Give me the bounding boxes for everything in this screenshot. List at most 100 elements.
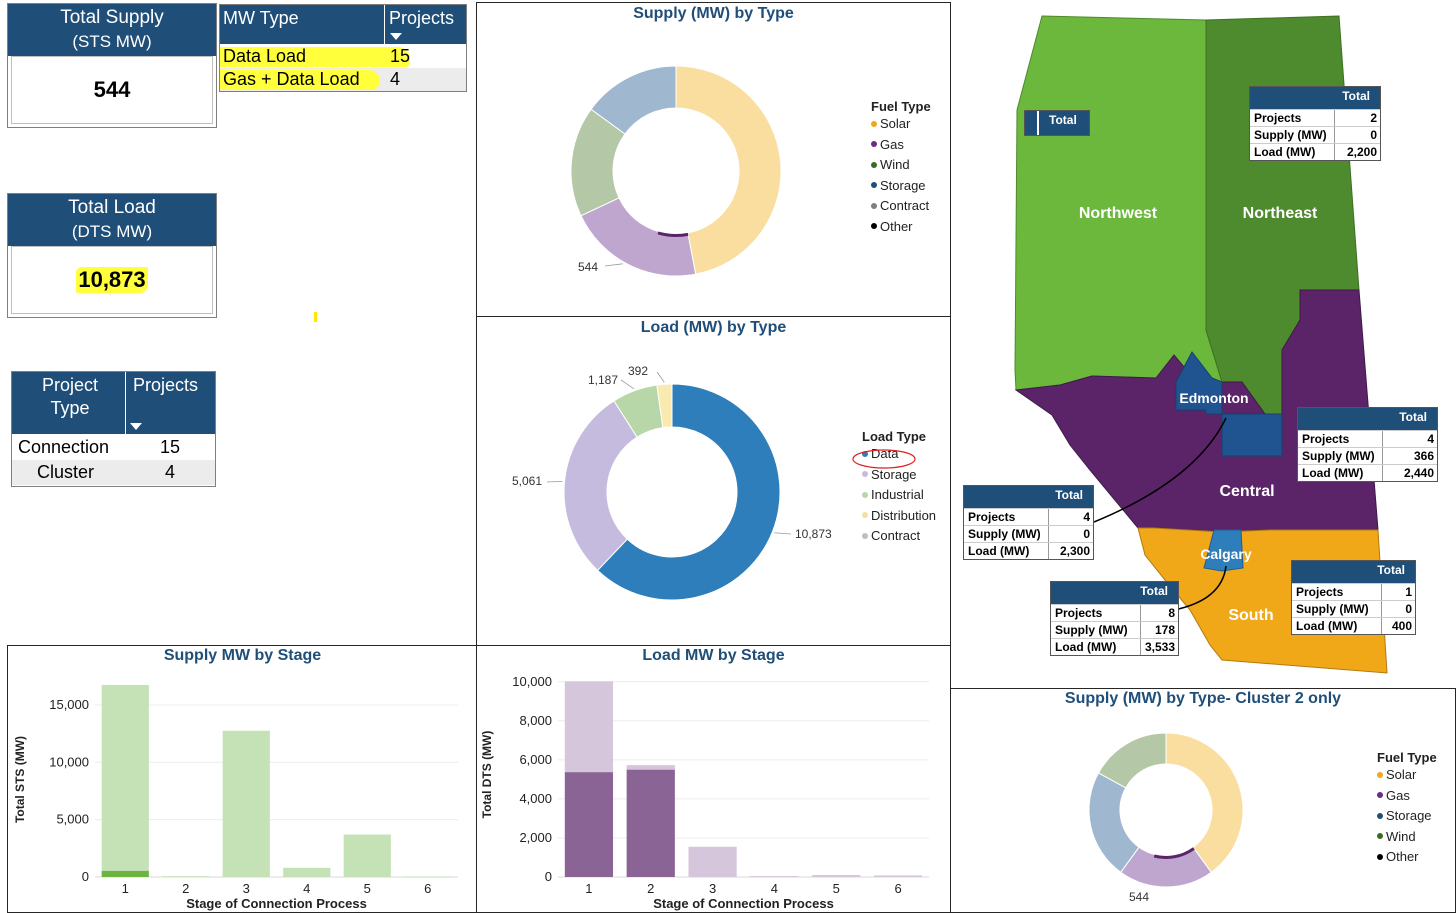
donut-slice-storage[interactable] — [1088, 772, 1140, 873]
bar-stage-4-series-2[interactable] — [283, 867, 331, 877]
table-row[interactable]: Connection 15 — [12, 435, 215, 460]
supply-by-type-donut: 544 — [570, 65, 782, 277]
mw-type-header[interactable]: MW Type — [223, 8, 299, 28]
legend-item-other[interactable]: Other — [871, 217, 931, 238]
legend-dot-icon — [862, 532, 868, 539]
legend-label: Industrial — [871, 487, 924, 502]
northwest-total-tag[interactable]: Total — [1024, 110, 1090, 136]
legend-item-storage[interactable]: Storage — [1377, 806, 1437, 827]
legend-item-storage[interactable]: Storage — [871, 176, 931, 197]
supply-mw-by-stage-panel: Supply MW by Stage 0 5,000 10,000 15,000 1 2 3… — [7, 645, 478, 913]
table-row[interactable]: Cluster 4 — [12, 460, 215, 485]
bar-stage-1-series-1[interactable] — [101, 870, 149, 877]
map-region-calgary[interactable] — [1203, 529, 1244, 572]
donut-slice-storage[interactable] — [563, 400, 638, 572]
sort-down-icon[interactable] — [390, 33, 402, 40]
donut-slice-storage[interactable] — [590, 65, 677, 135]
donut-slice-solar[interactable] — [1165, 732, 1244, 873]
supply-by-type-cluster2-title: Supply (MW) by Type- Cluster 2 only — [1064, 690, 1342, 707]
legend-dot-icon — [871, 182, 877, 189]
x-tick-label: 3 — [709, 881, 716, 896]
info-row: Supply (MW) 0 — [1250, 126, 1380, 143]
donut-slice-gas-highlight[interactable] — [1153, 847, 1195, 859]
bar-stage-3-series-2[interactable] — [688, 846, 737, 877]
legend-dot-icon — [1377, 771, 1383, 778]
y-axis-label: Total DTS (MW) — [480, 731, 494, 819]
legend-label: Gas — [880, 136, 904, 152]
bar-stage-1-series-2[interactable] — [101, 684, 149, 871]
bar-stage-2-series-1[interactable] — [626, 769, 675, 877]
info-row: Load (MW) 2,440 — [1298, 464, 1437, 481]
legend-title: Fuel Type — [871, 99, 931, 114]
legend-dot-icon — [871, 202, 877, 209]
map-region-northwest[interactable] — [1014, 15, 1223, 391]
legend-label: Wind — [1386, 828, 1416, 844]
edmonton-info-box: Total Projects 4 Supply (MW) 0 Load (MW) 2,… — [963, 485, 1094, 560]
donut-slice-solar[interactable] — [675, 65, 782, 275]
legend-item-contract[interactable]: Contract — [871, 196, 931, 217]
legend-dot-icon — [1377, 812, 1383, 819]
info-row: Supply (MW) 0 — [1292, 600, 1415, 617]
table-row[interactable]: Gas + Data Load 4 — [220, 68, 466, 91]
bar-stage-1-series-1[interactable] — [564, 772, 614, 877]
supply-by-type-title: Supply (MW) by Type — [633, 5, 794, 22]
donut-slice-wind[interactable] — [1097, 732, 1167, 789]
legend-item-contract[interactable]: Contract — [862, 526, 936, 547]
legend-item-solar[interactable]: Solar — [1377, 765, 1437, 786]
map-label-south: South — [1228, 607, 1273, 624]
table-row[interactable]: Data Load 15 — [220, 45, 466, 68]
bar-stage-1-series-2[interactable] — [564, 681, 614, 773]
load-by-type-title: Load (MW) by Type — [640, 319, 787, 336]
legend-dot-icon — [862, 491, 868, 498]
y-tick-label: 5,000 — [56, 812, 89, 827]
legend-item-wind[interactable]: Wind — [1377, 827, 1437, 848]
project-type-cell: Cluster — [37, 462, 95, 482]
data-label: 544 — [578, 260, 598, 274]
x-tick-label: 4 — [771, 881, 778, 896]
legend-item-storage[interactable]: Storage — [862, 465, 936, 486]
total-supply-value: 544 — [11, 56, 213, 124]
bar-stage-5-series-2[interactable] — [812, 875, 861, 877]
bar-stage-6-series-2[interactable] — [404, 876, 452, 878]
legend-item-solar[interactable]: Solar — [871, 114, 931, 135]
map-region-edmonton[interactable] — [1175, 351, 1283, 457]
x-tick-label: 5 — [833, 881, 840, 896]
bar-stage-5-series-2[interactable] — [343, 834, 391, 877]
donut-slice-distribution[interactable] — [656, 383, 673, 429]
legend-label: Contract — [871, 528, 921, 543]
x-axis-label: Stage of Connection Process — [186, 896, 367, 911]
donut-slice-gas-highlight[interactable] — [657, 231, 689, 237]
sort-down-icon[interactable] — [130, 423, 142, 430]
bar-stage-6-series-2[interactable] — [873, 875, 923, 877]
supply-by-type-cluster2-donut: 544 — [1088, 732, 1244, 904]
legend-item-gas[interactable]: Gas — [871, 135, 931, 156]
load-by-type-panel: Load (MW) by Type 10,873 5,061 1,187 392 Lo… — [476, 316, 951, 647]
south-info-box: Total Projects 1 Supply (MW) 0 Load (MW) 40… — [1291, 560, 1416, 635]
data-label-leader — [774, 532, 792, 535]
projects-header[interactable]: Projects — [133, 375, 199, 395]
legend-item-industrial[interactable]: Industrial — [862, 485, 936, 506]
y-tick-label: 0 — [82, 869, 89, 884]
bar-stage-4-series-2[interactable] — [750, 876, 799, 878]
legend-item-other[interactable]: Other — [1377, 847, 1437, 868]
bar-stage-2-series-2[interactable] — [162, 876, 210, 878]
legend-dot-icon — [1377, 833, 1383, 840]
donut-slice-data[interactable] — [596, 383, 781, 601]
bar-stage-3-series-2[interactable] — [222, 730, 270, 877]
data-label-leader — [604, 263, 623, 267]
bar-stage-2-series-2[interactable] — [626, 765, 675, 770]
data-label-leader — [546, 481, 563, 483]
load-mw-by-stage-title: Load MW by Stage — [642, 647, 785, 664]
y-tick-label: 10,000 — [512, 674, 552, 689]
legend-item-distribution[interactable]: Distribution — [862, 506, 936, 527]
legend-dot-icon — [871, 120, 877, 127]
load-by-type-donut: 10,873 5,061 1,187 392 — [512, 364, 832, 601]
projects-cell: 15 — [160, 437, 181, 457]
project-type-header[interactable]: Project Type — [41, 375, 99, 418]
projects-header[interactable]: Projects — [389, 8, 455, 28]
legend-item-gas[interactable]: Gas — [1377, 786, 1437, 807]
northeast-info-box: Total Projects 2 Supply (MW) 0 Load (MW) 2,… — [1249, 86, 1381, 161]
x-tick-label: 1 — [585, 881, 592, 896]
info-row: Supply (MW) 178 — [1051, 621, 1178, 638]
legend-item-wind[interactable]: Wind — [871, 155, 931, 176]
